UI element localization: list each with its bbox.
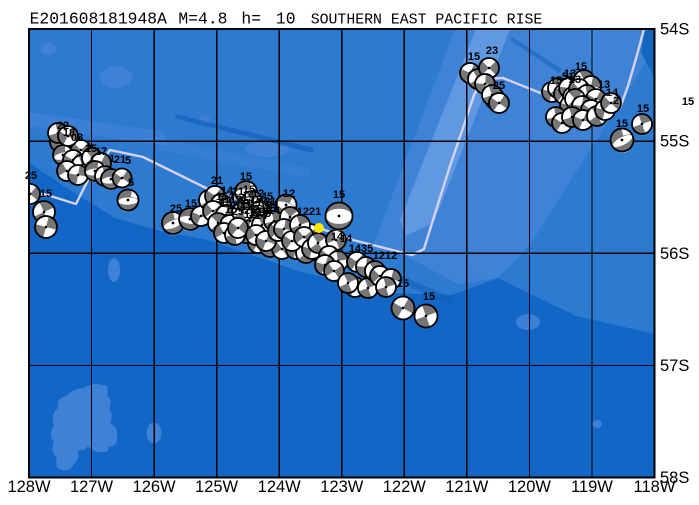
svg-text:15: 15 — [637, 103, 649, 115]
svg-text:14: 14 — [331, 231, 344, 243]
svg-text:21: 21 — [218, 194, 230, 206]
svg-text:57S: 57S — [660, 357, 689, 375]
svg-text:21: 21 — [254, 204, 266, 216]
svg-text:15: 15 — [185, 198, 197, 210]
svg-text:1212: 1212 — [373, 250, 397, 262]
svg-text:25: 25 — [244, 205, 256, 217]
svg-text:14: 14 — [256, 197, 269, 209]
svg-text:15: 15 — [616, 118, 628, 130]
svg-text:128W: 128W — [7, 478, 51, 496]
svg-text:118W: 118W — [634, 478, 676, 496]
svg-text:15: 15 — [227, 200, 239, 212]
svg-text:123W: 123W — [320, 478, 364, 496]
svg-text:25: 25 — [493, 80, 505, 92]
svg-text:21: 21 — [114, 154, 126, 166]
svg-text:122W: 122W — [383, 478, 427, 496]
svg-text:14: 14 — [268, 205, 281, 217]
svg-text:51: 51 — [562, 71, 574, 83]
svg-text:21: 21 — [232, 186, 244, 198]
svg-text:12: 12 — [260, 200, 272, 212]
svg-text:45: 45 — [261, 191, 273, 203]
svg-text:12: 12 — [252, 188, 264, 200]
svg-text:14: 14 — [221, 185, 234, 197]
svg-text:18: 18 — [63, 127, 75, 139]
svg-text:14: 14 — [606, 87, 619, 99]
svg-text:23: 23 — [569, 74, 581, 86]
svg-text:15: 15 — [550, 75, 562, 87]
svg-text:1435: 1435 — [349, 243, 373, 255]
svg-text:119W: 119W — [571, 478, 613, 496]
svg-text:17: 17 — [95, 146, 107, 158]
svg-text:121W: 121W — [445, 478, 489, 496]
svg-text:13: 13 — [564, 68, 576, 80]
svg-text:11: 11 — [268, 199, 280, 211]
svg-text:15: 15 — [225, 204, 237, 216]
svg-text:55S: 55S — [660, 133, 689, 151]
svg-text:21: 21 — [264, 196, 276, 208]
svg-text:15: 15 — [423, 291, 435, 303]
svg-text:5: 5 — [265, 208, 271, 220]
svg-text:25: 25 — [170, 203, 182, 215]
svg-text:126W: 126W — [133, 478, 177, 496]
svg-text:15: 15 — [264, 203, 276, 215]
svg-text:1: 1 — [109, 153, 115, 165]
svg-text:12: 12 — [249, 207, 261, 219]
svg-text:45: 45 — [237, 195, 249, 207]
svg-text:15: 15 — [682, 96, 694, 108]
svg-text:15: 15 — [216, 191, 228, 203]
svg-text:15: 15 — [242, 192, 254, 204]
svg-text:2: 2 — [613, 95, 619, 107]
svg-text:15: 15 — [246, 201, 258, 213]
svg-text:12: 12 — [230, 194, 242, 206]
svg-text:5: 5 — [128, 177, 134, 189]
svg-text:25: 25 — [232, 206, 244, 218]
svg-text:15: 15 — [257, 206, 269, 218]
svg-text:124W: 124W — [258, 478, 302, 496]
svg-text:15: 15 — [468, 51, 480, 63]
svg-text:14: 14 — [220, 198, 233, 210]
svg-text:23: 23 — [486, 45, 498, 57]
svg-text:12: 12 — [244, 209, 256, 221]
svg-text:15: 15 — [85, 143, 97, 155]
svg-text:13: 13 — [598, 79, 610, 91]
svg-text:14: 14 — [222, 191, 235, 203]
svg-text:15: 15 — [243, 184, 255, 196]
svg-text:125W: 125W — [195, 478, 239, 496]
svg-text:15: 15 — [575, 61, 587, 73]
svg-text:25: 25 — [25, 170, 37, 182]
svg-text:15: 15 — [397, 278, 409, 290]
svg-text:58S: 58S — [660, 469, 689, 487]
svg-text:22: 22 — [57, 120, 69, 132]
svg-text:127W: 127W — [70, 478, 114, 496]
svg-text:14: 14 — [340, 233, 353, 245]
svg-text:15: 15 — [40, 188, 52, 200]
svg-text:54S: 54S — [660, 21, 689, 39]
svg-text:11: 11 — [235, 201, 247, 213]
svg-text:21: 21 — [211, 175, 223, 187]
svg-text:14: 14 — [255, 210, 268, 222]
svg-text:5: 5 — [125, 155, 131, 167]
svg-text:56S: 56S — [660, 245, 689, 263]
svg-text:21: 21 — [240, 199, 252, 211]
svg-text:08: 08 — [71, 132, 83, 144]
svg-text:15: 15 — [250, 194, 262, 206]
svg-text:120W: 120W — [508, 478, 552, 496]
svg-text:15: 15 — [240, 171, 252, 183]
svg-text:12: 12 — [283, 188, 295, 200]
svg-text:1221: 1221 — [297, 206, 321, 218]
svg-text:15: 15 — [333, 189, 345, 201]
